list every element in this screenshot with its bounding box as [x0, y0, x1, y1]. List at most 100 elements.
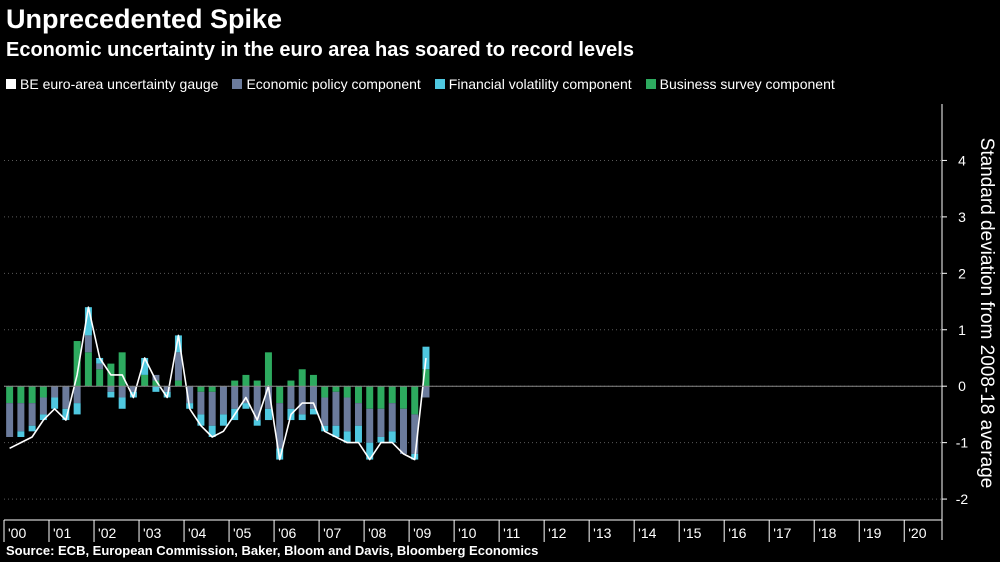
- x-tick-label: '11: [503, 525, 520, 541]
- legend-swatch-volatility: [434, 79, 445, 89]
- y-tick-label: 0: [958, 378, 966, 394]
- bar-survey: [309, 374, 317, 387]
- bar-survey: [332, 386, 340, 392]
- bar-survey: [377, 386, 385, 409]
- bar-survey: [253, 380, 261, 387]
- bar-policy: [332, 391, 340, 426]
- bar-policy: [118, 386, 126, 398]
- bar-policy: [84, 335, 92, 353]
- bar-policy: [174, 352, 182, 381]
- bar-policy: [309, 386, 317, 409]
- bar-vol: [253, 420, 261, 426]
- legend-swatch-gauge: [6, 79, 16, 89]
- bar-vol: [377, 436, 385, 443]
- bar-policy: [298, 386, 306, 415]
- legend-label-volatility: Financial volatility component: [448, 76, 632, 92]
- bar-vol: [332, 425, 340, 437]
- x-tick-label: '15: [683, 525, 701, 541]
- chart-title: Unprecedented Spike: [6, 4, 283, 34]
- y-tick-label: 1: [958, 322, 966, 338]
- bar-vol: [321, 425, 329, 432]
- bar-policy: [51, 386, 59, 398]
- bar-survey: [28, 386, 36, 404]
- bar-vol: [62, 408, 70, 421]
- bar-vol: [298, 414, 306, 421]
- x-tick-label: '06: [278, 525, 296, 541]
- bar-survey: [298, 369, 306, 387]
- legend: BE euro-area uncertainty gauge Economic …: [6, 76, 835, 92]
- bar-vol: [219, 414, 227, 426]
- bar-policy: [422, 386, 430, 398]
- bar-policy: [28, 403, 36, 426]
- bar-vol: [388, 431, 396, 443]
- bar-vol: [208, 425, 216, 437]
- bar-policy: [343, 397, 351, 432]
- bar-survey: [399, 386, 407, 409]
- y-tick-label: 3: [958, 209, 966, 225]
- bar-survey: [118, 352, 126, 387]
- legend-label-gauge: BE euro-area uncertainty gauge: [20, 76, 219, 92]
- legend-swatch-survey: [645, 79, 656, 89]
- chart-subtitle: Economic uncertainty in the euro area ha…: [6, 39, 634, 61]
- x-tick-label: '17: [773, 525, 791, 541]
- x-tick-label: '10: [458, 525, 476, 541]
- x-tick-label: '02: [98, 525, 116, 541]
- bar-survey: [388, 386, 396, 404]
- x-tick-label: '14: [638, 525, 656, 541]
- legend-label-policy: Economic policy component: [246, 76, 421, 92]
- x-tick-label: '07: [323, 525, 341, 541]
- bar-survey: [17, 386, 25, 404]
- bar-vol: [73, 403, 81, 415]
- x-tick-label: '19: [863, 525, 881, 541]
- gauge-line-group: [9, 306, 427, 461]
- bar-survey: [208, 386, 216, 392]
- bar-policy: [163, 386, 171, 392]
- x-tick-label: '18: [818, 525, 836, 541]
- bar-policy: [264, 386, 272, 409]
- bar-policy: [354, 403, 362, 426]
- bar-policy: [231, 386, 239, 409]
- bar-policy: [242, 386, 250, 404]
- bar-policy: [208, 391, 216, 426]
- bar-policy: [377, 408, 385, 437]
- bar-survey: [6, 386, 14, 404]
- y-axis-label: Standard deviation from 2008-18 average: [976, 137, 997, 489]
- bar-survey: [96, 369, 104, 387]
- bar-survey: [343, 386, 351, 398]
- bar-survey: [422, 369, 430, 387]
- bar-policy: [411, 414, 419, 454]
- bar-policy: [186, 386, 194, 404]
- x-tick-label: '01: [53, 525, 71, 541]
- bar-survey: [242, 374, 250, 387]
- bar-policy: [287, 386, 295, 409]
- bar-policy: [366, 408, 374, 443]
- bar-vol: [39, 414, 47, 421]
- bar-vol: [51, 397, 59, 409]
- x-tick-label: '00: [8, 525, 26, 541]
- bar-vol: [84, 307, 92, 336]
- x-tick-label: '08: [368, 525, 386, 541]
- legend-swatch-policy: [232, 79, 243, 89]
- bar-survey: [354, 386, 362, 404]
- gauge-line: [9, 306, 427, 461]
- bar-vol: [141, 357, 149, 375]
- bar-policy: [219, 386, 227, 415]
- x-tick-label: '20: [908, 525, 926, 541]
- bar-policy: [197, 391, 205, 415]
- x-tick-label: '05: [233, 525, 251, 541]
- bar-survey: [366, 386, 374, 409]
- bars-group: [6, 307, 430, 460]
- x-tick-label: '03: [143, 525, 161, 541]
- bar-vol: [17, 431, 25, 437]
- bar-policy: [96, 363, 104, 370]
- legend-item-gauge: BE euro-area uncertainty gauge: [6, 76, 218, 92]
- bar-vol: [309, 408, 317, 415]
- x-tick-label: '09: [413, 525, 431, 541]
- bar-policy: [6, 403, 14, 437]
- bar-vol: [28, 425, 36, 432]
- x-tick-label: '16: [728, 525, 746, 541]
- source-note: Source: ECB, European Commission, Baker,…: [6, 543, 539, 558]
- y-tick-label: -1: [956, 435, 969, 451]
- gridlines: [4, 159, 942, 500]
